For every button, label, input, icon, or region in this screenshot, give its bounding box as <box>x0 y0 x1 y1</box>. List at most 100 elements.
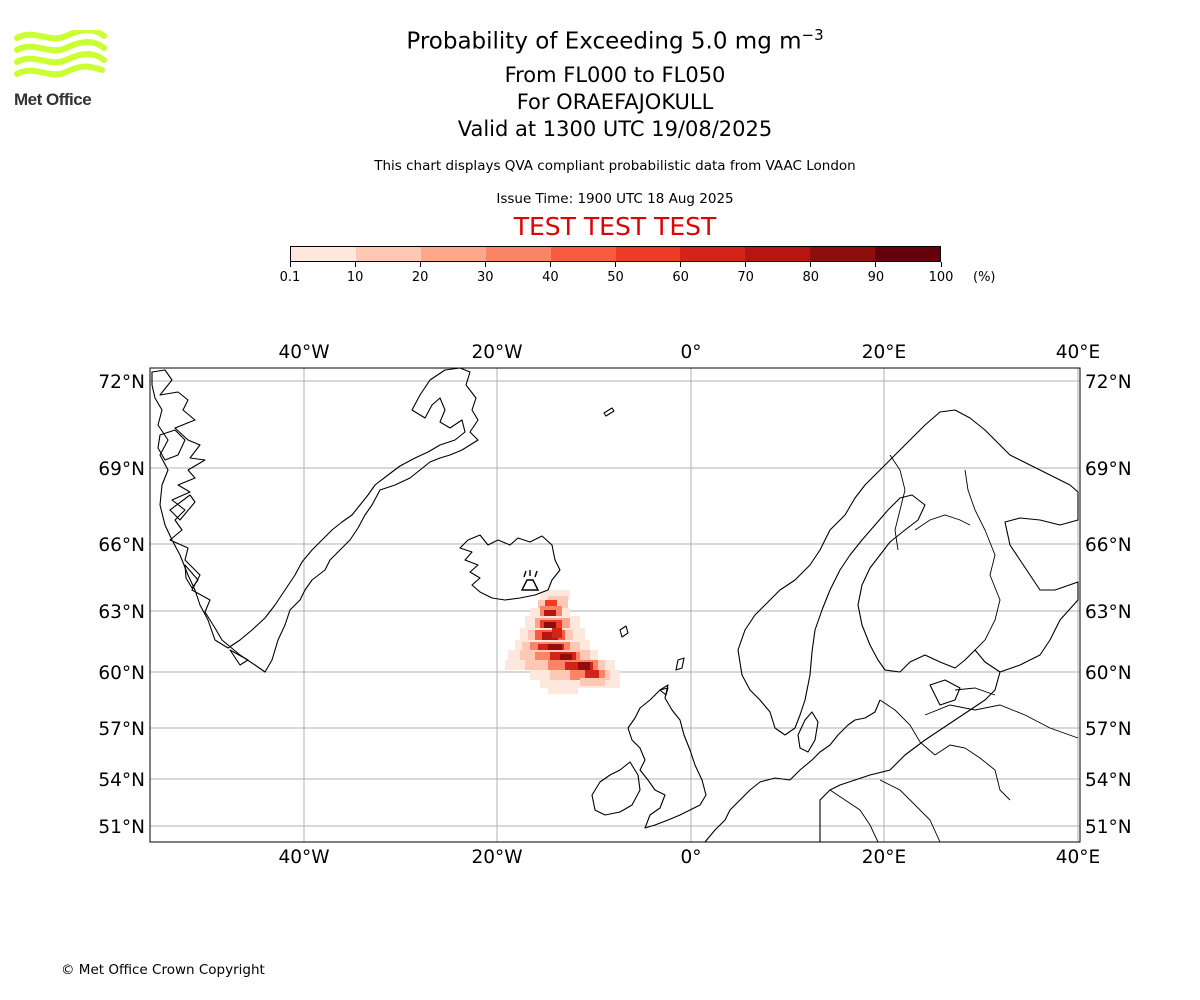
iceland-coastline <box>459 534 561 601</box>
mainland-europe-coastline <box>704 699 881 843</box>
volcano-icon <box>520 570 540 591</box>
colorbar-tick <box>549 262 551 267</box>
great-britain-coastline <box>627 684 707 829</box>
longitude-label: 40°W <box>278 847 329 868</box>
longitude-labels: 40°W 40°W 20°W 20°W 0° 0° 20°E 20°E 40°E 40°E <box>278 342 1100 868</box>
colorbar-segment <box>485 247 551 261</box>
title-superscript: −3 <box>801 26 824 44</box>
longitude-label: 40°E <box>1056 342 1100 363</box>
longitude-label: 20°E <box>862 342 906 363</box>
latitude-label: 57°N <box>1085 719 1132 740</box>
colorbar-unit: (%) <box>973 270 996 285</box>
jan-mayen-coastline <box>603 407 615 417</box>
colorbar-segment <box>875 247 941 261</box>
longitude-label: 40°W <box>278 342 329 363</box>
latitude-label: 60°N <box>98 663 145 684</box>
latitude-label: 69°N <box>1085 459 1132 480</box>
latitude-label: 54°N <box>1085 770 1132 791</box>
colorbar-tick-label: 80 <box>802 270 820 285</box>
longitude-label: 0° <box>680 342 701 363</box>
colorbar-tick <box>940 262 942 267</box>
copyright-text: © Met Office Crown Copyright <box>61 962 265 978</box>
longitude-label: 20°E <box>862 847 906 868</box>
longitude-label: 0° <box>680 847 701 868</box>
flight-level-range: From FL000 to FL050 <box>504 63 726 87</box>
map-frame <box>149 367 1081 843</box>
colorbar-tick-label: 30 <box>477 270 494 285</box>
longitude-label: 20°W <box>471 847 522 868</box>
colorbar-tick-label: 40 <box>542 270 559 285</box>
colorbar-tick-label: 90 <box>867 270 885 285</box>
latitude-label: 66°N <box>98 535 145 556</box>
latitude-label: 60°N <box>1085 663 1132 684</box>
latitude-label: 63°N <box>1085 602 1132 623</box>
longitude-label: 40°E <box>1056 847 1100 868</box>
ash-probability-plume <box>505 590 620 694</box>
disclaimer-text: This chart displays QVA compliant probab… <box>374 158 856 174</box>
longitude-label: 20°W <box>471 342 522 363</box>
colorbar-tick-label: 70 <box>737 270 754 285</box>
colorbar-segment <box>291 247 356 261</box>
colorbar-tick-label: 50 <box>607 270 624 285</box>
plume-cell <box>544 622 556 632</box>
ireland-coastline <box>591 761 641 816</box>
plume-cell <box>548 644 562 654</box>
wave-logo-icon <box>14 30 107 78</box>
colorbar-tick-label: 20 <box>411 270 429 285</box>
colorbar-tick <box>680 262 682 267</box>
latitude-label: 66°N <box>1085 535 1132 556</box>
colorbar-tick <box>354 262 356 267</box>
colorbar-tick-label: 10 <box>346 270 364 285</box>
valid-time: Valid at 1300 UTC 19/08/2025 <box>457 117 773 141</box>
plume-cell <box>542 632 558 642</box>
graticule <box>150 368 1080 842</box>
plume-cell <box>585 670 599 678</box>
colorbar-segment <box>615 247 681 261</box>
latitude-label: 72°N <box>98 372 145 393</box>
colorbar-tick-label: 60 <box>672 270 689 285</box>
latitude-label: 51°N <box>98 817 145 838</box>
met-office-logo <box>14 30 107 78</box>
colorbar-tick <box>289 262 291 267</box>
latitude-label: 57°N <box>98 719 145 740</box>
plume-cell <box>580 678 605 686</box>
issue-time: Issue Time: 1900 UTC 18 Aug 2025 <box>496 191 734 207</box>
colorbar-tick <box>810 262 812 267</box>
colorbar-tick <box>875 262 877 267</box>
colorbar-tick <box>745 262 747 267</box>
latitude-label: 51°N <box>1085 817 1132 838</box>
plume-cell <box>540 590 570 600</box>
colorbar-tick <box>615 262 616 267</box>
country-borders <box>829 454 1079 843</box>
coastlines <box>151 367 1079 843</box>
plume-cell <box>545 600 557 608</box>
latitude-label: 63°N <box>98 602 145 623</box>
test-banner: TEST TEST TEST <box>513 212 717 241</box>
colorbar-segment <box>680 247 746 261</box>
colorbar-tick-label: 0.1 <box>279 270 301 285</box>
colorbar-segment <box>355 247 421 261</box>
latitude-label: 54°N <box>98 770 145 791</box>
colorbar-tick <box>484 262 486 267</box>
colorbar-segment <box>420 247 486 261</box>
latitude-label: 72°N <box>1085 372 1132 393</box>
scandinavia-coastline <box>737 409 1079 736</box>
latitude-labels: 72°N 72°N 69°N 69°N 66°N 66°N 63°N 63°N 60°N 60°N… <box>98 372 1131 838</box>
colorbar-tick-label: 100 <box>928 270 954 285</box>
chart-title: Probability of Exceeding 5.0 mg m−3 <box>406 26 824 55</box>
plume-cell <box>552 628 562 638</box>
plume-cell <box>548 688 578 694</box>
colorbar <box>290 246 941 262</box>
colorbar-segment <box>810 247 876 261</box>
plume-cell <box>560 654 572 662</box>
colorbar-segment <box>550 247 616 261</box>
greenland-coastline <box>151 367 479 673</box>
volcano-title: For ORAEFAJOKULL <box>516 90 714 114</box>
colorbar-segment <box>745 247 811 261</box>
logo-text: Met Office <box>14 90 92 109</box>
plume-cell <box>544 610 556 620</box>
latitude-label: 69°N <box>98 459 145 480</box>
plume-cell <box>578 662 590 670</box>
colorbar-tick <box>419 262 421 267</box>
